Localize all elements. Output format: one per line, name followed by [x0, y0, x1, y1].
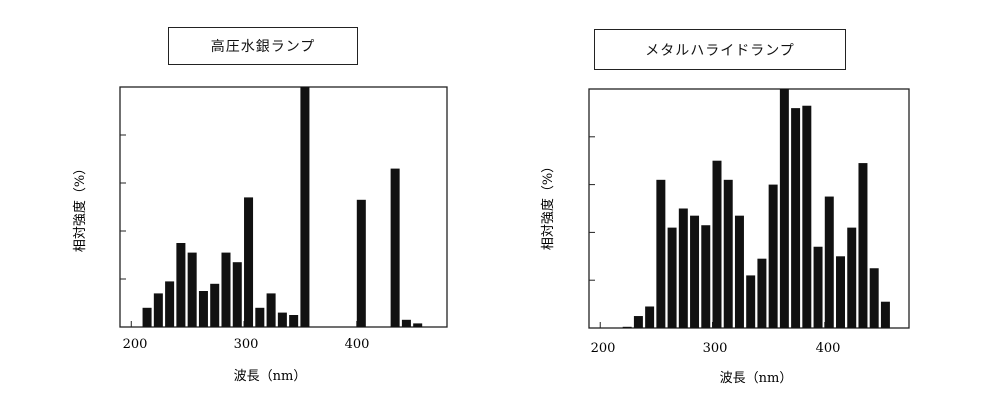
- bar: [779, 89, 789, 328]
- bar: [198, 291, 208, 327]
- bar-chart-metal-halide: 相対強度（%） 波長（nm） 200 300 400: [540, 88, 910, 386]
- bar: [858, 163, 868, 328]
- bar: [187, 252, 197, 327]
- bar: [622, 326, 632, 328]
- y-axis-label: 相対強度（%）: [72, 162, 88, 252]
- bar: [723, 179, 733, 328]
- bar: [757, 258, 767, 328]
- bar: [153, 293, 163, 327]
- x-tick-label-300: 300: [234, 337, 259, 352]
- bar: [836, 256, 845, 328]
- bar: [869, 268, 879, 328]
- bar: [390, 168, 400, 327]
- chart-title: メタルハライドランプ: [645, 42, 795, 59]
- bar: [266, 293, 276, 327]
- chart-panel-mercury: 高圧水銀ランプ 相対強度（%） 波長（nm） 200 300 400: [0, 0, 498, 410]
- bar: [165, 281, 175, 327]
- chart-panel-metal-halide: メタルハライドランプ 相対強度（%） 波長（nm） 200 300 400: [498, 0, 996, 410]
- bar: [289, 315, 299, 327]
- bar: [791, 108, 801, 329]
- bar: [690, 215, 700, 328]
- x-tick-label-400: 400: [345, 337, 370, 352]
- bar: [656, 179, 666, 328]
- bar: [633, 316, 643, 328]
- chart-title: 高圧水銀ランプ: [210, 39, 316, 55]
- bar: [356, 199, 366, 327]
- x-tick-label-300: 300: [703, 341, 728, 356]
- bar: [300, 87, 310, 327]
- bar: [824, 196, 834, 328]
- bar: [142, 307, 152, 327]
- bar: [645, 306, 655, 328]
- bar: [176, 243, 186, 327]
- bar-chart-mercury: 相対強度（%） 波長（nm） 200 300 400: [72, 86, 448, 384]
- chart-title-box: 高圧水銀ランプ: [168, 27, 358, 65]
- bar: [210, 283, 220, 327]
- x-tick-label-200: 200: [591, 341, 616, 356]
- bar: [813, 246, 823, 328]
- bar: [255, 307, 265, 327]
- bar: [277, 312, 287, 327]
- y-axis-label: 相対強度（%）: [540, 160, 556, 250]
- bar: [712, 160, 722, 328]
- bar: [734, 215, 744, 328]
- bar: [678, 208, 688, 328]
- bar: [221, 252, 231, 327]
- x-tick-label-400: 400: [816, 341, 841, 356]
- chart-title-box: メタルハライドランプ: [594, 29, 846, 70]
- bar: [768, 184, 778, 328]
- bar: [232, 262, 242, 327]
- x-axis-label: 波長（nm）: [234, 369, 307, 384]
- bar: [847, 227, 857, 328]
- x-axis-label: 波長（nm）: [720, 371, 793, 386]
- bar: [746, 275, 756, 328]
- x-tick-label-200: 200: [123, 337, 148, 352]
- bar: [244, 197, 254, 327]
- bar: [701, 225, 711, 328]
- bar: [667, 227, 677, 328]
- bar: [413, 323, 423, 327]
- bar: [401, 319, 411, 327]
- bar: [880, 301, 890, 328]
- bar: [802, 105, 812, 328]
